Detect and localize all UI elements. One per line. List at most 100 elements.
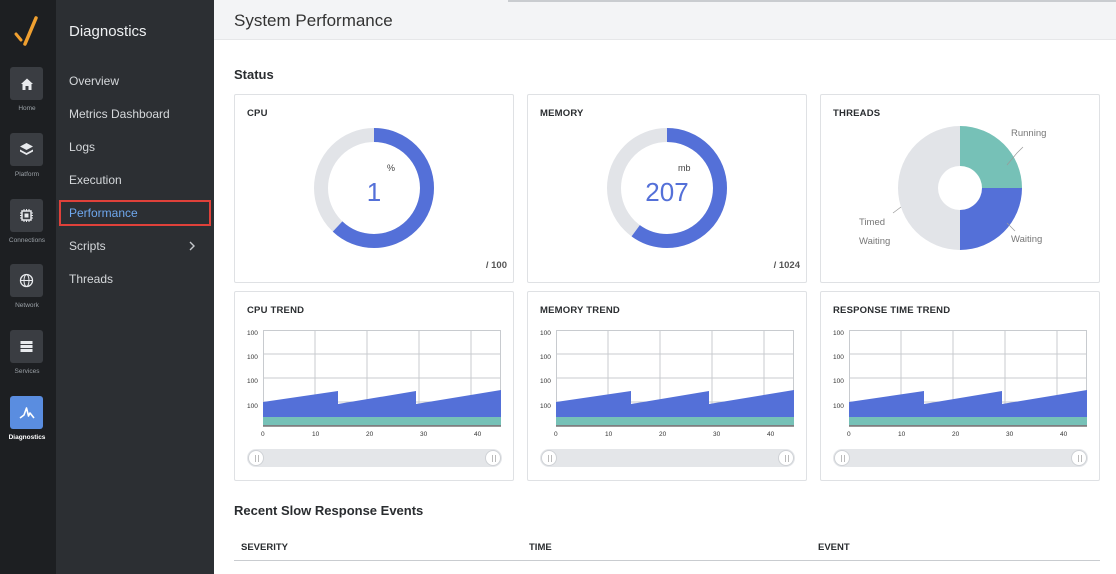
- layers-icon: [10, 133, 43, 166]
- slider-handle-start[interactable]: [834, 450, 850, 466]
- trend-range-slider[interactable]: [247, 449, 502, 467]
- home-icon: [10, 67, 43, 100]
- app-logo-icon[interactable]: [12, 14, 42, 50]
- x-tick-label: 40: [767, 431, 775, 438]
- diagnostics-nav: Diagnostics Overview Metrics Dashboard L…: [56, 0, 214, 574]
- y-tick-label: 100: [247, 378, 258, 385]
- column-header-severity[interactable]: SEVERITY: [241, 542, 288, 553]
- y-tick-label: 100: [540, 378, 551, 385]
- rail-item-home[interactable]: Home: [0, 67, 56, 129]
- trend-baseline: [263, 417, 501, 425]
- main-content: System Performance Status CPU % 1 / 100 …: [214, 0, 1116, 574]
- pie-label-running: Running: [1011, 128, 1047, 139]
- x-tick-label: 0: [554, 431, 558, 438]
- card-title: RESPONSE TIME TREND: [833, 305, 951, 316]
- threads-pie: [898, 126, 1022, 250]
- rail-item-network[interactable]: Network: [0, 264, 56, 326]
- y-tick-label: 100: [540, 403, 551, 410]
- rail-item-label: Services: [14, 368, 40, 375]
- top-divider: [508, 0, 1116, 2]
- x-tick-label: 10: [312, 431, 320, 438]
- memory-trend-card: MEMORY TREND 100 100 100 100 0 10 20 30 40: [527, 291, 807, 481]
- x-tick-label: 30: [420, 431, 428, 438]
- cpu-trend-card: CPU TREND 100 100 100 100 0 10 20 30 40: [234, 291, 514, 481]
- slider-handle-end[interactable]: [485, 450, 501, 466]
- nav-item-scripts[interactable]: Scripts: [56, 233, 214, 259]
- y-tick-label: 100: [833, 330, 844, 337]
- rail-item-diagnostics[interactable]: Diagnostics: [0, 396, 56, 458]
- x-tick-label: 0: [847, 431, 851, 438]
- donut-max: / 1024: [773, 260, 800, 271]
- nav-item-threads[interactable]: Threads: [56, 266, 214, 292]
- trend-baseline: [849, 417, 1087, 425]
- nav-item-metrics-dashboard[interactable]: Metrics Dashboard: [56, 101, 214, 127]
- memory-donut: [607, 128, 727, 248]
- column-header-time[interactable]: TIME: [529, 542, 552, 553]
- donut-arc: [607, 128, 727, 248]
- pie-slice-running[interactable]: [960, 126, 1022, 188]
- status-section-title: Status: [234, 67, 274, 82]
- rail-item-services[interactable]: Services: [0, 330, 56, 392]
- rail-item-connections[interactable]: Connections: [0, 199, 56, 261]
- y-tick-label: 100: [833, 378, 844, 385]
- pie-slice-timed-waiting[interactable]: [898, 126, 960, 250]
- nav-item-execution[interactable]: Execution: [56, 167, 214, 193]
- chip-icon: [10, 199, 43, 232]
- y-tick-label: 100: [247, 330, 258, 337]
- threads-card: THREADS Running Waiting Timed Waiting: [820, 94, 1100, 283]
- column-header-event[interactable]: EVENT: [818, 542, 850, 553]
- nav-item-logs[interactable]: Logs: [56, 134, 214, 160]
- x-tick-label: 30: [1006, 431, 1014, 438]
- page-title: System Performance: [234, 11, 393, 30]
- response-time-trend-card: RESPONSE TIME TREND 100 100 100 100 0 10 20 30 40: [820, 291, 1100, 481]
- card-title: MEMORY: [540, 108, 584, 119]
- rail-item-label: Network: [15, 302, 39, 309]
- slider-handle-start[interactable]: [541, 450, 557, 466]
- nav-item-overview[interactable]: Overview: [56, 68, 214, 94]
- trend-baseline: [556, 417, 794, 425]
- rail-item-platform[interactable]: Platform: [0, 133, 56, 195]
- slider-handle-end[interactable]: [1071, 450, 1087, 466]
- x-tick-label: 40: [474, 431, 482, 438]
- trend-range-slider[interactable]: [540, 449, 795, 467]
- slider-handle-end[interactable]: [778, 450, 794, 466]
- y-tick-label: 100: [540, 330, 551, 337]
- nav-item-label: Threads: [69, 272, 114, 286]
- nav-title: Diagnostics: [69, 23, 147, 40]
- slider-handle-start[interactable]: [248, 450, 264, 466]
- icon-rail: Home Platform Connections Network Servic…: [0, 0, 56, 574]
- trend-chart: [849, 330, 1087, 427]
- page-header: System Performance: [214, 0, 1116, 40]
- nav-item-label: Performance: [69, 206, 138, 220]
- donut-unit: mb: [678, 163, 691, 173]
- rail-item-label: Platform: [14, 171, 40, 178]
- trend-area: [849, 390, 1087, 418]
- x-tick-label: 0: [261, 431, 265, 438]
- donut-value: 1: [366, 177, 382, 207]
- x-tick-label: 20: [366, 431, 374, 438]
- pie-label-timed-waiting: Waiting: [859, 236, 891, 247]
- pulse-icon: [10, 396, 43, 429]
- nav-item-label: Metrics Dashboard: [69, 107, 170, 121]
- globe-icon: [10, 264, 43, 297]
- x-tick-label: 10: [605, 431, 613, 438]
- nav-item-label: Execution: [69, 173, 122, 187]
- server-icon: [10, 330, 43, 363]
- x-tick-label: 30: [713, 431, 721, 438]
- x-tick-label: 10: [898, 431, 906, 438]
- rail-item-label: Connections: [8, 237, 46, 244]
- trend-range-slider[interactable]: [833, 449, 1088, 467]
- trend-chart: [556, 330, 794, 427]
- nav-item-label: Scripts: [69, 239, 106, 253]
- rail-item-label: Home: [18, 105, 36, 112]
- y-tick-label: 100: [247, 403, 258, 410]
- cpu-card: CPU % 1 / 100: [234, 94, 514, 283]
- memory-card: MEMORY mb 207 / 1024: [527, 94, 807, 283]
- donut-unit: %: [387, 163, 396, 173]
- nav-item-performance[interactable]: Performance: [59, 200, 211, 226]
- card-title: CPU: [247, 108, 268, 119]
- pie-slice-waiting[interactable]: [960, 188, 1022, 250]
- events-table-header: SEVERITY TIME EVENT: [234, 534, 1100, 561]
- cpu-donut: [314, 128, 434, 248]
- donut-value: 207: [645, 177, 689, 207]
